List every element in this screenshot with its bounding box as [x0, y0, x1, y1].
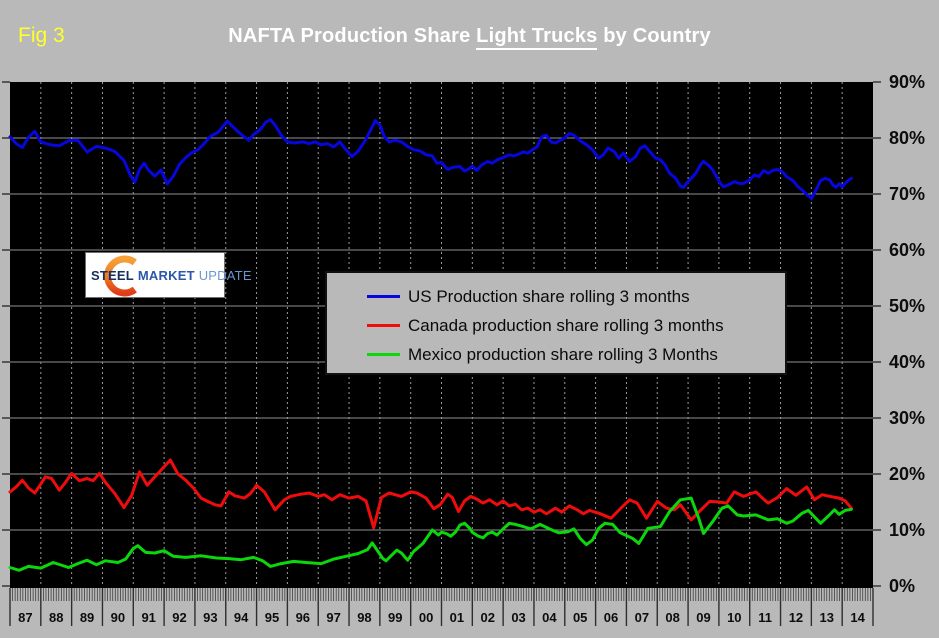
legend-item-canada: Canada production share rolling 3 months [367, 311, 785, 340]
series-line-0 [8, 118, 853, 200]
x-axis-tick-label: 13 [820, 610, 834, 625]
x-axis-tick-label: 88 [49, 610, 63, 625]
legend-line-mexico [367, 353, 400, 356]
y-axis-tick-label: 10% [889, 520, 925, 540]
y-axis-tick-label: 60% [889, 240, 925, 260]
y-axis-tick-label: 90% [889, 72, 925, 92]
x-axis-tick-label: 99 [388, 610, 402, 625]
x-axis-tick-label: 87 [18, 610, 32, 625]
chart-title-prefix: NAFTA Production Share [228, 25, 477, 47]
y-axis-tick-label: 20% [889, 464, 925, 484]
x-axis-tick-label: 12 [789, 610, 803, 625]
y-axis-tick-label: 0% [889, 576, 915, 596]
x-axis-tick-label: 11 [758, 610, 772, 625]
legend-item-mexico: Mexico production share rolling 3 Months [367, 340, 785, 369]
y-axis-tick-label: 30% [889, 408, 925, 428]
x-axis-tick-label: 89 [80, 610, 94, 625]
logo-word-market: MARKET [137, 267, 195, 283]
x-axis-tick-label: 91 [141, 610, 155, 625]
legend-item-us: US Production share rolling 3 months [367, 282, 785, 311]
y-axis-tick-label: 50% [889, 296, 925, 316]
x-axis-tick-label: 08 [665, 610, 679, 625]
logo-word-steel: STEEL [91, 267, 134, 283]
x-axis-tick-label: 97 [326, 610, 340, 625]
logo-word-update: UPDATE [198, 267, 252, 283]
legend-line-canada [367, 324, 400, 327]
x-axis-tick-label: 05 [573, 610, 587, 625]
x-axis-tick-label: 07 [635, 610, 649, 625]
x-axis-tick-label: 90 [111, 610, 125, 625]
legend-box: US Production share rolling 3 months Can… [325, 271, 787, 375]
x-axis-tick-label: 96 [296, 610, 310, 625]
y-axis-tick-label: 70% [889, 184, 925, 204]
x-axis-tick-label: 06 [604, 610, 618, 625]
logo-crescent-icon [104, 255, 137, 297]
x-axis-tick-label: 98 [357, 610, 371, 625]
x-axis-tick-label: 10 [727, 610, 741, 625]
y-axis-tick-label: 80% [889, 128, 925, 148]
x-axis-tick-label: 04 [542, 610, 557, 625]
x-axis-tick-label: 93 [203, 610, 217, 625]
series-line-2 [8, 496, 853, 572]
legend-label-mexico: Mexico production share rolling 3 Months [408, 344, 718, 364]
x-axis-tick-label: 01 [450, 610, 464, 625]
chart-title: NAFTA Production Share Light Trucks by C… [0, 25, 939, 50]
x-axis-tick-label: 95 [265, 610, 279, 625]
legend-line-us [367, 295, 400, 298]
smu-logo: STEEL MARKET UPDATE [85, 252, 251, 298]
x-axis-tick-label: 03 [511, 610, 525, 625]
smu-logo-text: STEEL MARKET UPDATE [86, 253, 251, 297]
chart-title-suffix: by Country [597, 25, 711, 47]
x-axis-tick-label: 92 [172, 610, 186, 625]
x-axis-tick-label: 09 [696, 610, 710, 625]
legend-label-us: US Production share rolling 3 months [408, 286, 690, 306]
legend-label-canada: Canada production share rolling 3 months [408, 315, 724, 335]
chart-title-underlined: Light Trucks [476, 25, 598, 50]
x-axis-tick-label: 14 [850, 610, 865, 625]
x-axis-tick-label: 00 [419, 610, 433, 625]
x-axis-tick-label: 94 [234, 610, 249, 625]
x-axis-tick-label: 02 [480, 610, 494, 625]
fig-label: Fig 3 [18, 24, 65, 47]
y-axis-tick-label: 40% [889, 352, 925, 372]
